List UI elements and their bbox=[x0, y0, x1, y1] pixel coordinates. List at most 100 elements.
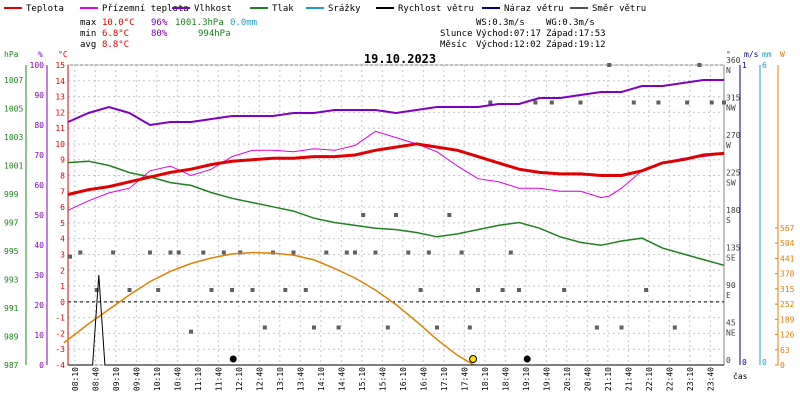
direction-point bbox=[221, 250, 226, 255]
x-tick-label: 16:40 bbox=[419, 367, 428, 391]
w-tick-label: 0 bbox=[780, 361, 785, 370]
moonrise-marker bbox=[229, 355, 237, 363]
stats-block: max 10.0°C 96% 1001.3hPa 0.0mm min 6.8°C… bbox=[80, 18, 606, 50]
hpa-tick-label: 999 bbox=[4, 190, 19, 199]
direction-point bbox=[533, 100, 538, 105]
x-tick-label: 12:10 bbox=[235, 367, 244, 391]
x-tick-label: 20:40 bbox=[583, 367, 592, 391]
direction-point bbox=[385, 325, 390, 330]
temp-tick-label: -1 bbox=[55, 314, 65, 323]
pct-tick-label: 10 bbox=[34, 331, 44, 340]
wind-direction-points bbox=[68, 63, 726, 334]
direction-point bbox=[578, 100, 583, 105]
axis-unit-temp: °C bbox=[58, 50, 68, 59]
w-tick-label: 567 bbox=[780, 224, 795, 233]
series-vlhkost bbox=[67, 79, 724, 127]
direction-point bbox=[685, 100, 690, 105]
x-tick-label: 14:10 bbox=[317, 367, 326, 391]
hpa-tick-label: 993 bbox=[4, 276, 19, 285]
direction-point bbox=[361, 213, 366, 217]
axis-unit-mm: mm bbox=[762, 50, 772, 59]
x-tick-label: 23:40 bbox=[706, 367, 715, 391]
direction-point bbox=[549, 100, 554, 105]
x-tick-label: 11:10 bbox=[194, 367, 203, 391]
direction-point bbox=[562, 288, 567, 292]
direction-point bbox=[467, 325, 472, 330]
x-tick-label: 17:10 bbox=[440, 367, 449, 391]
stat-ws: WS:0.3m/s bbox=[476, 18, 525, 28]
x-tick-label: 18:40 bbox=[501, 367, 510, 391]
direction-point bbox=[672, 325, 677, 330]
direction-point bbox=[78, 250, 83, 255]
sun-set: Západ:17:53 bbox=[546, 29, 606, 39]
direction-point bbox=[418, 288, 423, 292]
direction-tick-label: 180 bbox=[726, 206, 741, 215]
ms-tick-label: 0 bbox=[742, 358, 747, 367]
series-rychlost-vetru bbox=[68, 274, 724, 366]
x-tick-label: 13:40 bbox=[296, 367, 305, 391]
w-tick-label: 189 bbox=[780, 315, 795, 324]
direction-point bbox=[148, 250, 152, 255]
direction-tick-label: 135 bbox=[726, 244, 741, 253]
direction-point bbox=[426, 250, 431, 255]
left-axes: 1007100510031001999997995993991989987100… bbox=[4, 61, 69, 370]
x-tick-label: 09:10 bbox=[112, 367, 121, 391]
moon-label: Měsíc bbox=[440, 40, 467, 50]
pct-tick-label: 80 bbox=[34, 121, 44, 130]
direction-point bbox=[156, 288, 161, 292]
w-tick-label: 252 bbox=[780, 300, 795, 309]
direction-point bbox=[238, 250, 243, 255]
pct-tick-label: 90 bbox=[34, 91, 44, 100]
temp-tick-label: 2 bbox=[60, 266, 65, 275]
x-tick-label: 23:10 bbox=[686, 367, 695, 391]
temp-tick-label: 0 bbox=[60, 298, 65, 307]
direction-letter-label: E bbox=[726, 291, 731, 300]
direction-point bbox=[344, 250, 349, 255]
direction-tick-label: 315 bbox=[726, 94, 741, 103]
temp-tick-label: -3 bbox=[55, 345, 65, 354]
chart-title: 19.10.2023 bbox=[364, 52, 436, 66]
direction-letter-label: NE bbox=[726, 329, 736, 338]
temp-tick-label: 11 bbox=[55, 124, 65, 133]
legend-label-tlak: Tlak bbox=[272, 4, 294, 14]
x-tick-label: 15:40 bbox=[378, 367, 387, 391]
w-tick-label: 126 bbox=[780, 331, 795, 340]
legend-label-vlhkost: Vlhkost bbox=[194, 4, 232, 14]
direction-letter-label: SW bbox=[726, 179, 736, 188]
mm-tick-label: 6 bbox=[762, 61, 767, 70]
temp-tick-label: 14 bbox=[55, 77, 65, 86]
direction-point bbox=[709, 100, 714, 105]
x-axis-label: čas bbox=[733, 371, 748, 381]
right-axes: 360N315NW270W225SW180S135SE90E45NE010605… bbox=[726, 56, 795, 370]
x-tick-label: 12:40 bbox=[255, 367, 264, 391]
x-tick-label: 21:40 bbox=[624, 367, 633, 391]
moon-set: Západ:19:12 bbox=[546, 40, 606, 50]
x-tick-label: 22:10 bbox=[645, 367, 654, 391]
direction-point bbox=[459, 250, 464, 255]
legend-label-naraz: Náraz větru bbox=[504, 4, 564, 14]
direction-tick-label: 0 bbox=[726, 356, 731, 365]
stat-wg: WG:0.3m/s bbox=[546, 18, 595, 28]
direction-tick-label: 45 bbox=[726, 319, 736, 328]
direction-point bbox=[644, 288, 649, 292]
mm-tick-label: 0 bbox=[762, 358, 767, 367]
legend-label-teplota: Teplota bbox=[26, 4, 64, 14]
direction-point bbox=[697, 63, 702, 67]
direction-tick-label: 225 bbox=[726, 169, 741, 178]
temp-tick-label: 4 bbox=[60, 235, 65, 244]
x-axis: 08:10 08:40 09:10 09:40 10:10 10:40 11:10 11:40… bbox=[71, 367, 715, 391]
ms-tick-label: 1 bbox=[742, 61, 747, 70]
w-tick-label: 441 bbox=[780, 254, 795, 263]
direction-point bbox=[508, 250, 513, 255]
stat-max-hum: 96% bbox=[151, 18, 168, 28]
direction-point bbox=[68, 254, 73, 259]
x-tick-label: 19:40 bbox=[542, 367, 551, 391]
axis-unit-pct: % bbox=[38, 50, 43, 59]
x-tick-label: 09:40 bbox=[132, 367, 141, 391]
x-tick-label: 08:40 bbox=[91, 367, 100, 391]
direction-point bbox=[168, 250, 173, 255]
temp-tick-label: 10 bbox=[55, 140, 65, 149]
hpa-tick-label: 991 bbox=[4, 304, 19, 313]
stat-max-rain: 0.0mm bbox=[230, 18, 257, 28]
direction-point bbox=[303, 288, 308, 292]
